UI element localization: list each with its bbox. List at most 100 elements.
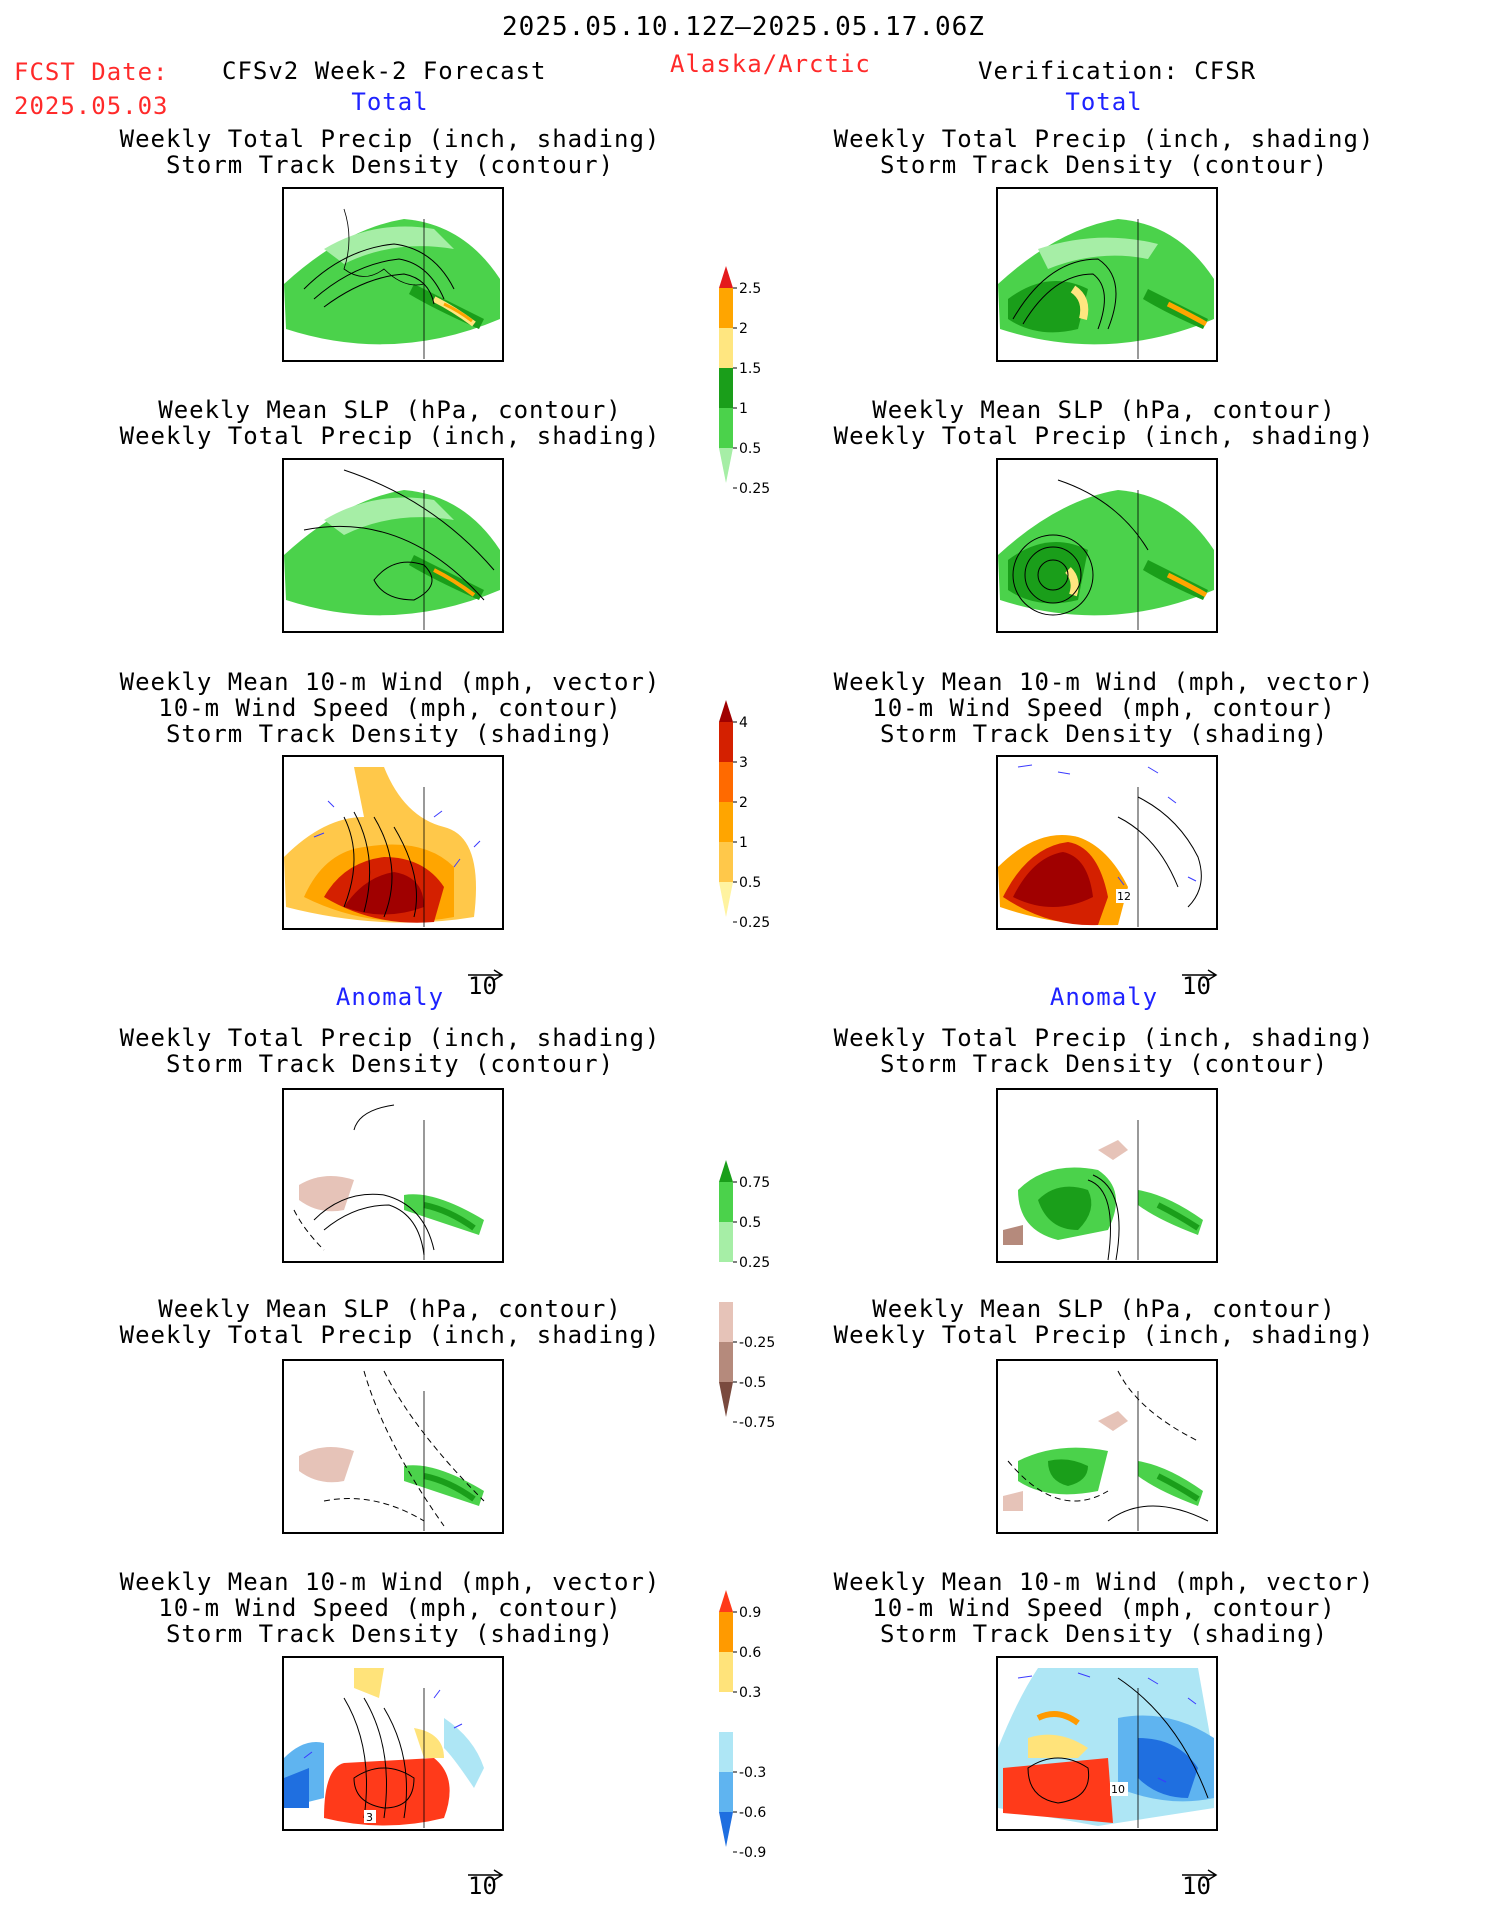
map-total-wind-forecast [282, 755, 504, 930]
title-ar3-line2: 10-m Wind Speed (mph, contour) [872, 1594, 1336, 1622]
section-anomaly-right: Anomaly [1049, 983, 1159, 1011]
colorbar-segment [719, 1302, 733, 1342]
title-tl3-line3: Storm Track Density (shading) [165, 720, 615, 748]
colorbar-tick-label: -0.75 [739, 1415, 775, 1431]
title-tr3-line3: Storm Track Density (shading) [879, 720, 1329, 748]
colorbar-bottom-triangle [719, 1382, 733, 1417]
colorbar-tick-label: 0.25 [739, 915, 770, 931]
colorbar-tick-label: 2 [739, 321, 748, 337]
vector-scale-label: 10 [468, 1872, 497, 1900]
wind-label-3: 3 [366, 1811, 373, 1824]
map-anom-wind-forecast: 3 [282, 1656, 504, 1831]
title-ar2-line1: Weekly Mean SLP (hPa, contour) [872, 1295, 1336, 1323]
map-total-precip-forecast [282, 187, 504, 362]
title-ar1-line1: Weekly Total Precip (inch, shading) [833, 1024, 1375, 1052]
colorbar-top-triangle [719, 1160, 733, 1182]
title-tl1-line2: Storm Track Density (contour) [165, 151, 615, 179]
colorbar-tick-label: -0.5 [739, 1375, 766, 1391]
colorbar-tick-label: 2.5 [739, 281, 761, 297]
title-ar2-line2: Weekly Total Precip (inch, shading) [833, 1321, 1375, 1349]
title-al1-line2: Storm Track Density (contour) [165, 1050, 615, 1078]
colorbar-tick-label: -0.6 [739, 1805, 766, 1821]
model-title: CFSv2 Week-2 Forecast [222, 57, 547, 85]
title-tl1-line1: Weekly Total Precip (inch, shading) [119, 125, 661, 153]
section-total-left: Total [351, 88, 429, 116]
colorbar-segment [719, 1612, 733, 1652]
colorbar-tick-label: 0.5 [739, 441, 761, 457]
map-anom-slp-verification [996, 1359, 1218, 1534]
map-anom-slp-forecast [282, 1359, 504, 1534]
colorbar-total-precip: 2.5 2 1.5 1 0.5 0.25 [719, 266, 770, 497]
colorbar-segment [719, 1692, 733, 1732]
title-tl3-line1: Weekly Mean 10-m Wind (mph, vector) [119, 668, 661, 696]
vector-scale-arrow-icon [1182, 969, 1218, 981]
period-title: 2025.05.10.12Z–2025.05.17.06Z [502, 12, 985, 42]
map-total-slp-forecast [282, 458, 504, 633]
colorbar-segment [719, 1222, 733, 1262]
colorbar-segment [719, 368, 733, 408]
verification-title: Verification: CFSR [978, 57, 1257, 85]
colorbar-tick-label: 0.6 [739, 1645, 761, 1661]
vector-scale-label: 10 [1182, 1872, 1211, 1900]
title-tr3-line2: 10-m Wind Speed (mph, contour) [872, 694, 1336, 722]
colorbar-segment [719, 1342, 733, 1382]
title-tr2-line1: Weekly Mean SLP (hPa, contour) [872, 396, 1336, 424]
title-al3-line2: 10-m Wind Speed (mph, contour) [158, 1594, 622, 1622]
colorbar-tick-label: 0.5 [739, 875, 761, 891]
title-tr1-line1: Weekly Total Precip (inch, shading) [833, 125, 1375, 153]
colorbar-segment [719, 408, 733, 448]
colorbar-segment [719, 762, 733, 802]
colorbar-segment [719, 1732, 733, 1772]
colorbar-segment [719, 1262, 733, 1302]
colorbar-segment [719, 842, 733, 882]
colorbar-bottom-triangle [719, 882, 733, 917]
colorbar-segment [719, 1772, 733, 1812]
map-total-precip-verification [996, 187, 1218, 362]
title-tr1-line2: Storm Track Density (contour) [879, 151, 1329, 179]
map-anom-wind-verification: 10 [996, 1656, 1218, 1831]
wind-label-12: 12 [1117, 890, 1131, 903]
colorbar-tick-label: 1 [739, 401, 748, 417]
colorbar-bottom-triangle [719, 1812, 733, 1847]
colorbar-tick-label: 0.25 [739, 1255, 770, 1271]
colorbar-tick-label: 2 [739, 795, 748, 811]
title-al2-line2: Weekly Total Precip (inch, shading) [119, 1321, 661, 1349]
colorbar-tick-label: 0.9 [739, 1605, 761, 1621]
colorbar-tick-label: -0.3 [739, 1765, 766, 1781]
colorbar-tick-label: 0.3 [739, 1685, 761, 1701]
section-anomaly-left: Anomaly [335, 983, 445, 1011]
colorbar-total-storm: 4 3 2 1 0.5 0.25 [719, 700, 770, 931]
colorbar-tick-label: 4 [739, 715, 748, 731]
vector-scale-arrow-icon [468, 1869, 504, 1881]
vector-scale-label: 10 [1182, 972, 1211, 1000]
map-total-wind-verification: 12 [996, 755, 1218, 930]
title-tl2-line2: Weekly Total Precip (inch, shading) [119, 422, 661, 450]
wind-label-10: 10 [1111, 1783, 1125, 1796]
colorbar-tick-label: -0.9 [739, 1845, 766, 1861]
title-tl3-line2: 10-m Wind Speed (mph, contour) [158, 694, 622, 722]
colorbar-anom-precip: 0.75 0.5 0.25 -0.25 -0.5 -0.75 [719, 1160, 775, 1431]
colorbar-segment [719, 1652, 733, 1692]
region-title: Alaska/Arctic [670, 50, 871, 78]
title-ar3-line1: Weekly Mean 10-m Wind (mph, vector) [833, 1568, 1375, 1596]
fcst-label: FCST Date: [14, 58, 169, 86]
colorbar-tick-label: 3 [739, 755, 748, 771]
colorbar-tick-label: 0.5 [739, 1215, 761, 1231]
fcst-date: 2025.05.03 [14, 92, 169, 120]
colorbar-bottom-triangle [719, 448, 733, 483]
colorbar-tick-label: 1.5 [739, 361, 761, 377]
colorbar-segment [719, 288, 733, 328]
colorbar-segment [719, 722, 733, 762]
vector-scale-arrow-icon [1182, 1869, 1218, 1881]
title-tl2-line1: Weekly Mean SLP (hPa, contour) [158, 396, 622, 424]
colorbar-anom-storm: 0.9 0.6 0.3 -0.3 -0.6 -0.9 [719, 1590, 766, 1861]
colorbar-tick-label: 0.75 [739, 1175, 770, 1191]
title-al2-line1: Weekly Mean SLP (hPa, contour) [158, 1295, 622, 1323]
title-al1-line1: Weekly Total Precip (inch, shading) [119, 1024, 661, 1052]
title-ar3-line3: Storm Track Density (shading) [879, 1620, 1329, 1648]
section-total-right: Total [1065, 88, 1143, 116]
colorbar-top-triangle [719, 700, 733, 722]
title-ar1-line2: Storm Track Density (contour) [879, 1050, 1329, 1078]
vector-scale-arrow-icon [468, 969, 504, 981]
colorbar-segment [719, 802, 733, 842]
